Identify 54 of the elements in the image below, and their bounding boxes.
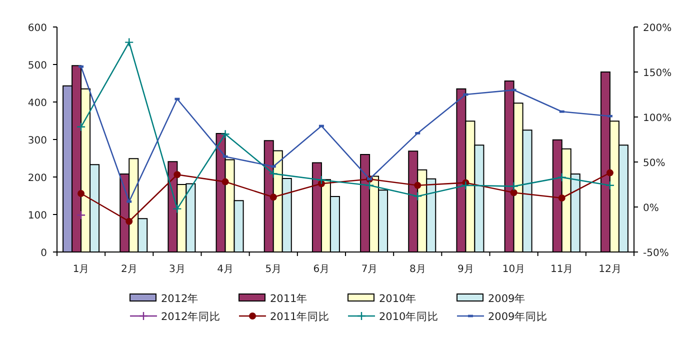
y2-tick-label: 50% [643, 158, 666, 169]
y2-tick-label: -50% [643, 248, 669, 259]
point [558, 194, 566, 202]
legend-label: 2012年 [161, 293, 199, 305]
x-tick-label: 10月 [502, 264, 526, 275]
y-tick-label: 500 [28, 60, 47, 72]
x-tick-label: 8月 [409, 264, 426, 275]
point [220, 130, 230, 139]
point [461, 180, 470, 190]
point [557, 172, 566, 182]
y-tick-label: 0 [40, 248, 47, 259]
y2-tick-label: 200% [643, 23, 672, 34]
x-tick-label: 3月 [169, 264, 186, 275]
y-tick-label: 200 [28, 173, 47, 184]
y2-tick-label: 0% [643, 203, 659, 214]
x-tick-label: 5月 [265, 264, 282, 275]
legend-label: 2009年同比 [488, 310, 548, 323]
x-tick-label: 2月 [120, 264, 138, 275]
x-tick-label: 11月 [550, 264, 574, 275]
point [364, 180, 374, 190]
point [509, 182, 518, 191]
point [606, 169, 614, 176]
y-tick-label: 300 [28, 136, 47, 146]
point [316, 175, 326, 185]
x-tick-label: 1月 [72, 264, 90, 275]
x-tick-label: 4月 [217, 264, 234, 275]
point [268, 169, 278, 178]
point [172, 204, 182, 214]
legend-label: 2009年 [488, 293, 526, 305]
x-tick-label: 9月 [458, 264, 474, 275]
x-tick-label: 12月 [598, 264, 622, 275]
point [174, 171, 181, 178]
point [414, 182, 422, 189]
y2-tick-label: 100% [643, 113, 672, 124]
legend-label: 2010年 [379, 293, 417, 305]
legend-label: 2010年同比 [379, 310, 439, 323]
point [605, 180, 615, 190]
point [124, 38, 134, 47]
legend-label: 2011年同比 [270, 310, 330, 323]
y-tick-label: 400 [28, 98, 47, 109]
point [78, 190, 85, 197]
y-tick-label: 100 [28, 210, 47, 222]
y-tick-label: 600 [28, 23, 47, 34]
y2-tick-label: 150% [643, 68, 672, 79]
point [270, 194, 277, 201]
point [222, 178, 229, 186]
x-tick-label: 6月 [313, 264, 330, 275]
point [413, 192, 422, 201]
legend-label: 2011年 [270, 293, 308, 305]
point [76, 122, 86, 132]
legend-label: 2012年同比 [161, 310, 221, 323]
x-tick-label: 7月 [361, 264, 378, 275]
point [510, 189, 518, 196]
point [126, 218, 133, 225]
